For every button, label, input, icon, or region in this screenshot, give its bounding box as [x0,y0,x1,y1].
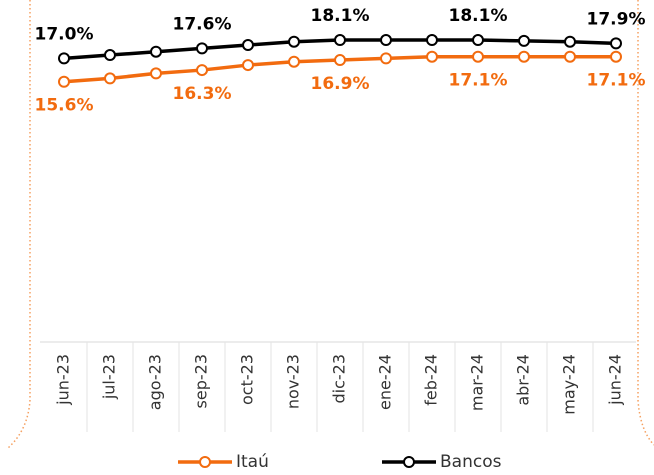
data-label: 18.1% [449,6,508,26]
data-label: 17.9% [587,9,646,29]
point [518,34,530,47]
point [334,54,346,67]
data-label: 16.9% [311,74,370,94]
x-tick-label: ago-23 [146,354,165,410]
point [472,34,484,47]
point [288,55,300,68]
data-label: 15.6% [35,96,94,116]
point [242,59,254,72]
point [150,45,162,58]
point [610,50,622,63]
point [196,64,208,77]
point [242,39,254,52]
point [426,34,438,47]
point [564,50,576,63]
x-tick-label: mar-24 [468,354,487,411]
legend-label: Bancos [440,452,502,472]
x-tick-label: feb-24 [422,354,441,406]
point [334,34,346,47]
point [150,67,162,80]
x-tick-label: oct-23 [238,354,257,405]
legend-marker [199,456,211,468]
data-label: 17.6% [173,14,232,34]
point [426,50,438,63]
x-tick-label: dic-23 [330,354,349,404]
data-label: 17.1% [449,71,508,91]
data-label: 17.1% [587,71,646,91]
point [518,50,530,63]
point [610,37,622,50]
x-tick-label: abr-24 [514,354,533,406]
x-tick-label: sep-23 [192,354,211,408]
point [58,75,70,88]
point [288,35,300,48]
frame-left [7,0,31,449]
x-tick-label: jun-24 [606,354,625,406]
legend-marker [403,456,415,468]
data-label: 18.1% [311,6,370,26]
point [380,52,392,65]
data-label: 17.0% [35,24,94,44]
point [58,52,70,65]
point [472,50,484,63]
x-tick-label: jun-23 [54,354,73,406]
data-label: 16.3% [173,84,232,104]
point [564,35,576,48]
x-tick-label: may-24 [560,354,579,415]
frame-right [637,0,654,446]
point [380,34,392,47]
point [104,49,116,62]
x-tick-label: nov-23 [284,354,303,409]
x-tick-label: ene-24 [376,354,395,410]
legend-label: Itaú [236,452,269,472]
point [104,72,116,85]
x-tick-label: jul-23 [100,354,119,400]
point [196,42,208,55]
